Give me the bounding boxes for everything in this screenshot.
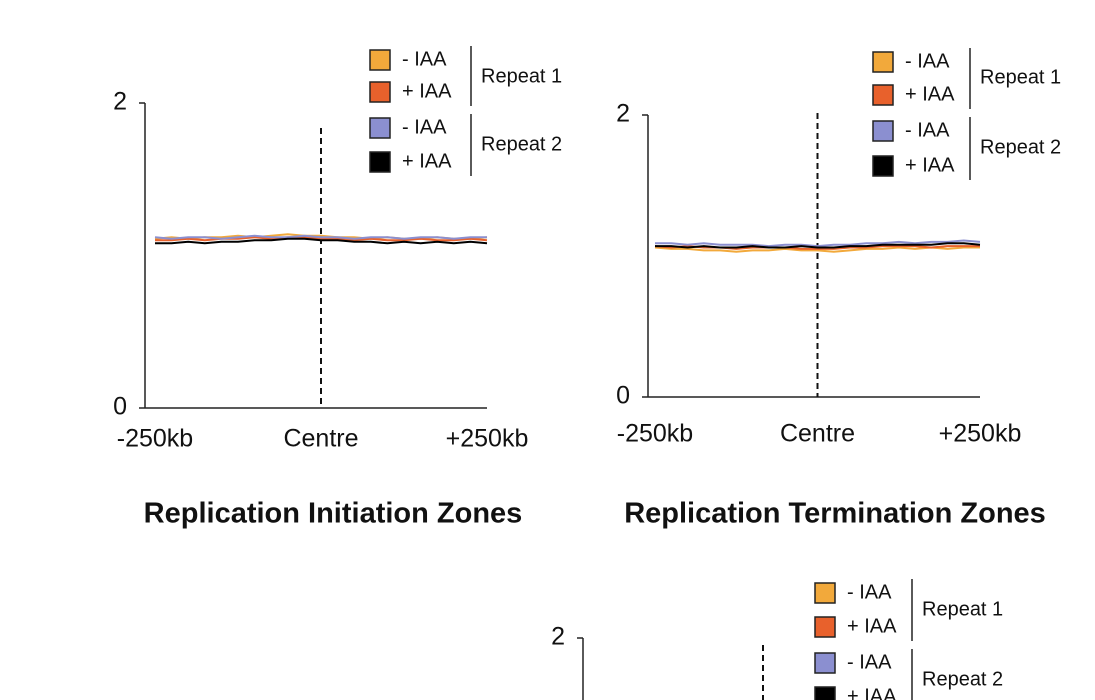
legend-label: + IAA (905, 83, 955, 105)
legend-label: - IAA (905, 119, 950, 141)
y-tick-label: 0 (616, 382, 630, 410)
legend-label: + IAA (402, 150, 452, 172)
legend-group: Repeat 1 (980, 66, 1061, 88)
series-line (655, 242, 981, 249)
legend-label: + IAA (402, 80, 452, 102)
legend-group: Repeat 2 (481, 133, 562, 155)
legend-swatch (814, 652, 836, 674)
legend-swatch (369, 81, 391, 103)
legend-swatch (872, 120, 894, 142)
x-tick-label: +250kb (446, 425, 529, 453)
y-tick-label: 2 (113, 88, 127, 116)
legend-label: + IAA (847, 685, 897, 700)
legend-swatch (872, 84, 894, 106)
series-line (155, 237, 488, 245)
legend-swatch (369, 49, 391, 71)
legend-label: + IAA (847, 615, 897, 637)
legend-label: - IAA (402, 48, 447, 70)
legend-swatch (814, 582, 836, 604)
chart-title: Replication Initiation Zones (144, 498, 523, 530)
legend-swatch (872, 51, 894, 73)
x-tick-label: Centre (780, 420, 855, 448)
series-line (155, 236, 488, 242)
legend-swatch (814, 616, 836, 638)
x-tick-label: Centre (283, 425, 358, 453)
series-line (154, 234, 487, 240)
legend-swatch (369, 151, 391, 173)
y-tick-label: 2 (551, 623, 565, 651)
x-tick-label: +250kb (939, 420, 1022, 448)
x-tick-label: -250kb (617, 420, 693, 448)
legend-label: - IAA (847, 651, 892, 673)
legend-swatch (369, 117, 391, 139)
legend-group: Repeat 2 (922, 668, 1003, 690)
legend-label: - IAA (905, 50, 950, 72)
y-tick-label: 2 (616, 100, 630, 128)
series-line (655, 239, 981, 248)
y-tick-label: 0 (113, 393, 127, 421)
x-tick-label: -250kb (117, 425, 193, 453)
legend-group: Repeat 1 (481, 65, 562, 87)
legend-group: Repeat 2 (980, 136, 1061, 158)
legend-label: + IAA (905, 154, 955, 176)
legend-swatch (872, 155, 894, 177)
legend-swatch (814, 686, 836, 700)
legend-label: - IAA (402, 116, 447, 138)
chart-title: Replication Termination Zones (624, 498, 1046, 530)
legend-label: - IAA (847, 581, 892, 603)
legend-group: Repeat 1 (922, 598, 1003, 620)
